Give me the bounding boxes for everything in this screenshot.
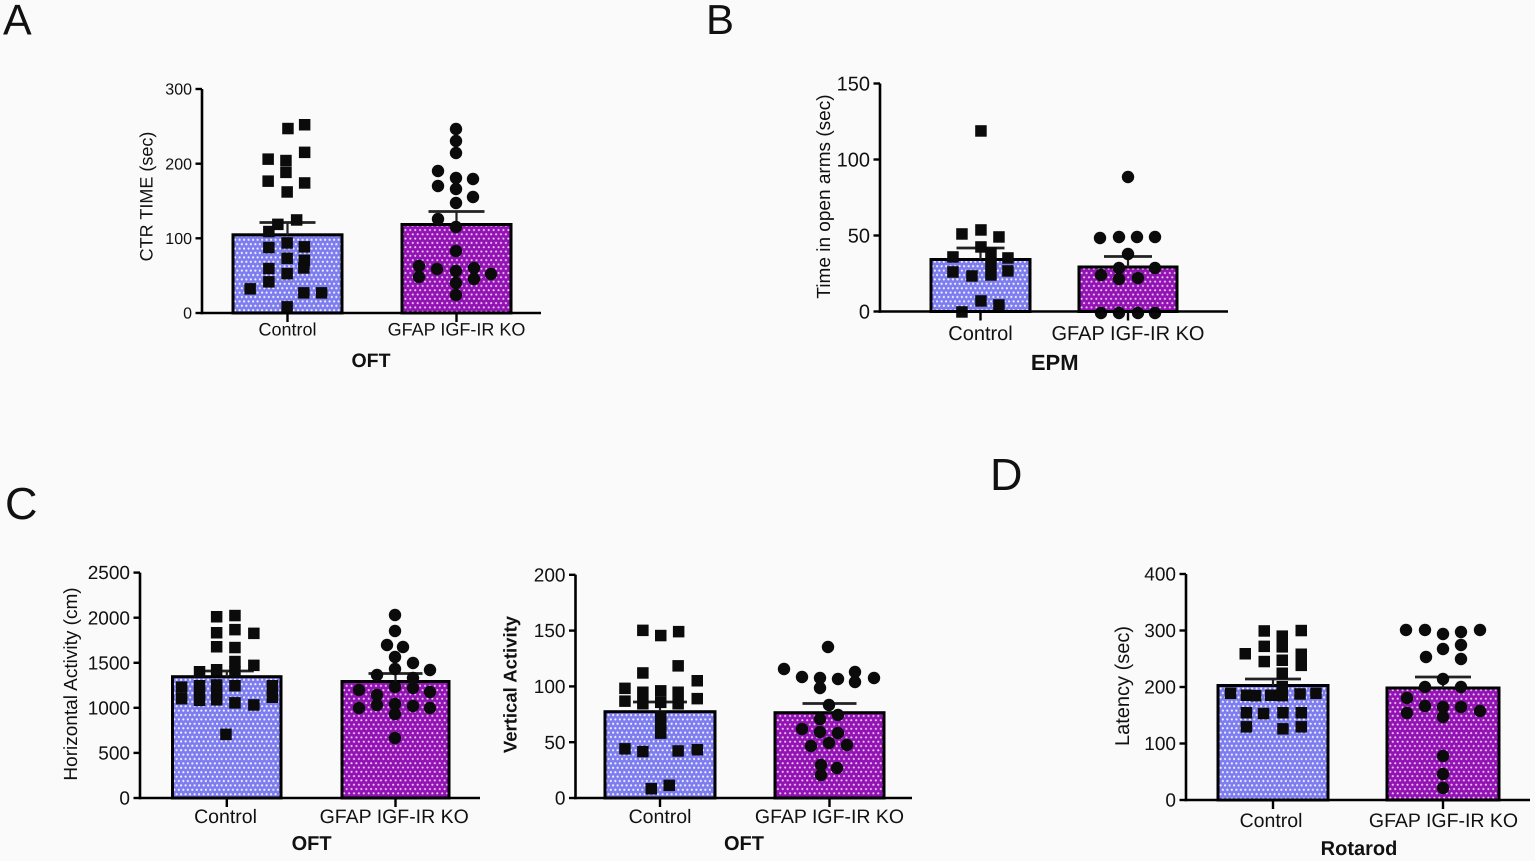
svg-text:GFAP IGF-IR KO: GFAP IGF-IR KO: [1369, 810, 1518, 832]
svg-text:500: 500: [98, 744, 130, 765]
svg-text:Time in open arms (sec): Time in open arms (sec): [814, 94, 835, 298]
svg-text:CTR TIME (sec): CTR TIME (sec): [137, 132, 157, 262]
svg-text:150: 150: [534, 621, 566, 642]
svg-text:Control: Control: [258, 320, 316, 340]
svg-text:300: 300: [165, 82, 192, 99]
svg-text:50: 50: [848, 226, 870, 248]
svg-text:OFT: OFT: [352, 350, 391, 372]
svg-text:Latency (sec): Latency (sec): [1112, 626, 1134, 746]
svg-text:GFAP IGF-IR KO: GFAP IGF-IR KO: [320, 806, 469, 828]
svg-text:0: 0: [859, 302, 870, 324]
svg-text:2500: 2500: [88, 563, 130, 584]
svg-text:200: 200: [1144, 678, 1176, 699]
svg-text:D: D: [990, 449, 1023, 500]
svg-text:2000: 2000: [88, 608, 130, 629]
svg-text:0: 0: [183, 306, 192, 323]
svg-text:0: 0: [555, 789, 566, 810]
svg-text:50: 50: [544, 733, 565, 754]
svg-text:400: 400: [1144, 565, 1176, 586]
svg-text:C: C: [5, 478, 38, 529]
svg-text:100: 100: [837, 150, 870, 172]
svg-text:A: A: [3, 0, 32, 45]
svg-text:Horizontal Activity (cm): Horizontal Activity (cm): [61, 587, 82, 780]
svg-text:OFT: OFT: [292, 833, 332, 855]
svg-text:OFT: OFT: [724, 833, 764, 855]
svg-text:1000: 1000: [88, 698, 130, 719]
svg-text:Vertical Activity: Vertical Activity: [500, 615, 521, 753]
svg-text:Rotarod: Rotarod: [1321, 838, 1398, 860]
svg-text:200: 200: [534, 565, 566, 586]
svg-text:100: 100: [165, 231, 192, 248]
svg-text:100: 100: [534, 677, 566, 698]
svg-text:Control: Control: [948, 323, 1012, 345]
svg-text:200: 200: [165, 156, 192, 173]
svg-text:0: 0: [119, 789, 130, 810]
svg-text:GFAP IGF-IR KO: GFAP IGF-IR KO: [1052, 323, 1205, 345]
svg-text:Control: Control: [1240, 810, 1303, 832]
svg-text:EPM: EPM: [1031, 350, 1079, 375]
svg-text:1500: 1500: [88, 653, 130, 674]
svg-text:GFAP IGF-IR KO: GFAP IGF-IR KO: [388, 320, 526, 340]
svg-text:Control: Control: [629, 806, 692, 828]
svg-text:GFAP IGF-IR KO: GFAP IGF-IR KO: [755, 806, 904, 828]
svg-text:0: 0: [1165, 791, 1176, 812]
svg-text:100: 100: [1144, 734, 1176, 755]
svg-text:Control: Control: [194, 806, 257, 828]
svg-text:300: 300: [1144, 621, 1176, 642]
svg-text:B: B: [706, 0, 734, 43]
svg-text:150: 150: [837, 74, 870, 96]
